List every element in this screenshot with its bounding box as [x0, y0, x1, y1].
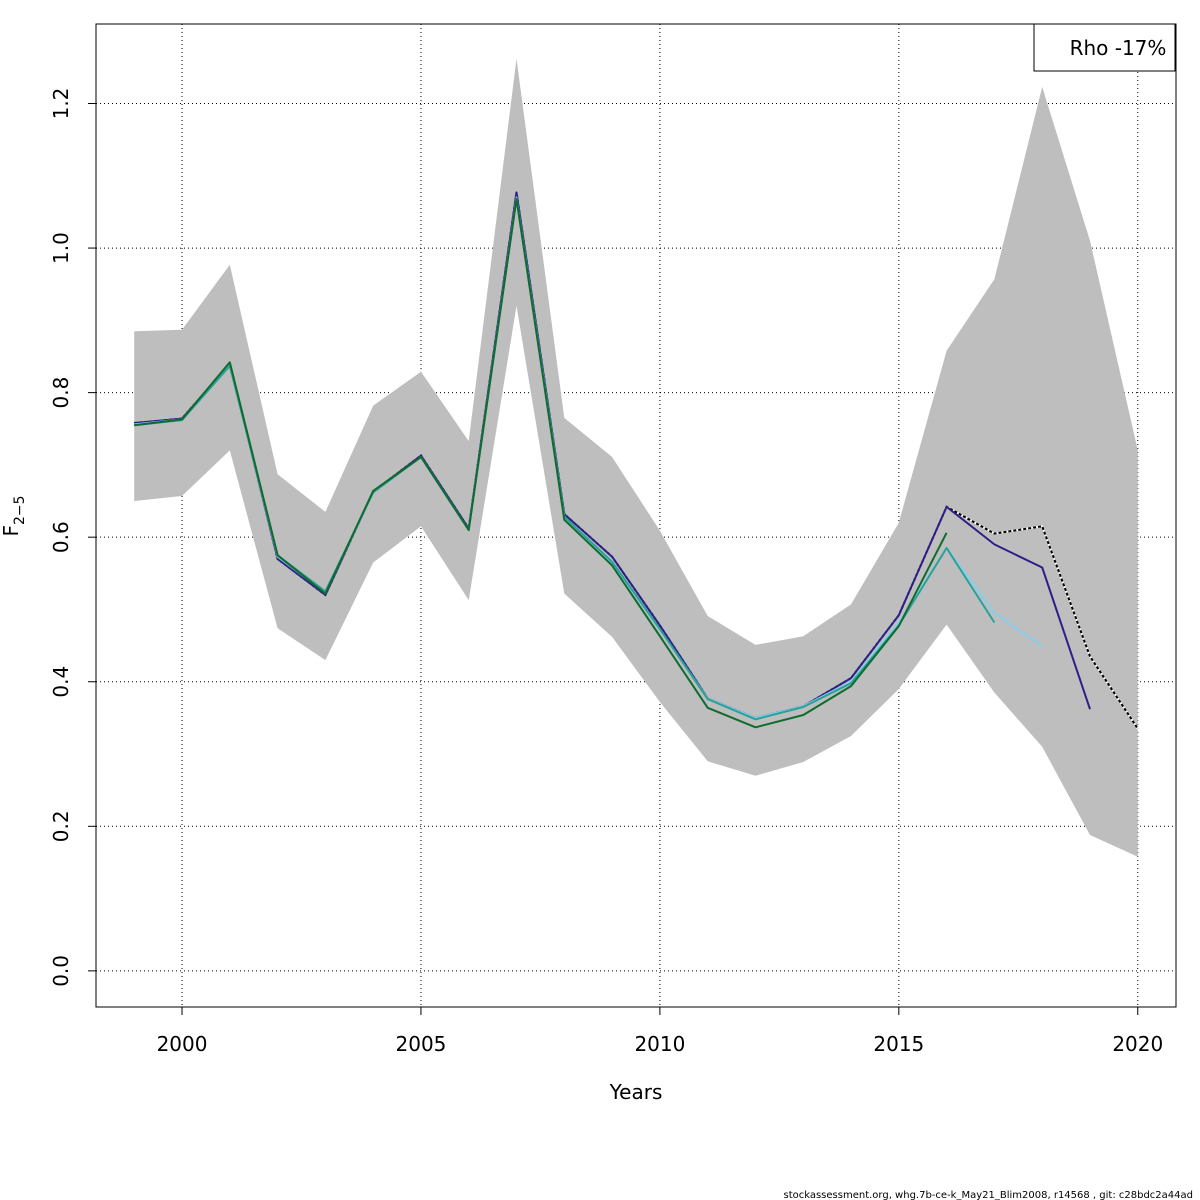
y-tick-label-0.0: 0.0: [49, 955, 73, 987]
x-tick-label-2020: 2020: [1112, 1032, 1163, 1056]
axes: [95, 23, 1177, 1008]
y-axis-title-main: F: [0, 525, 23, 537]
legend: Rho -17%: [1033, 23, 1176, 72]
plot-frame: [95, 23, 1177, 1008]
confidence-band-layer: [134, 58, 1138, 857]
series-line-4: [134, 197, 948, 729]
legend-rho-text: Rho -17%: [1070, 36, 1167, 60]
x-axis-ticks: 2000 2005 2010 2015 2020: [157, 1007, 1163, 1056]
series-line-1: [134, 191, 1091, 719]
confidence-band: [134, 58, 1138, 857]
footer-source-text: stockassessment.org, whg.7b-ce-k_May21_B…: [783, 1190, 1193, 1200]
y-tick-label-0.6: 0.6: [49, 521, 73, 553]
x-tick-label-2000: 2000: [157, 1032, 208, 1056]
y-axis-title: F2−5: [0, 495, 28, 536]
x-tick-label-2015: 2015: [873, 1032, 924, 1056]
y-tick-label-0.8: 0.8: [49, 377, 73, 409]
y-axis-ticks: 0.0 0.2 0.4 0.6 0.8 1.0 1.2: [49, 88, 96, 987]
y-axis-title-subscript: 2−5: [12, 495, 28, 525]
y-tick-label-1.0: 1.0: [49, 232, 73, 264]
x-tick-label-2005: 2005: [396, 1032, 447, 1056]
y-tick-label-1.2: 1.2: [49, 88, 73, 120]
x-axis-title: Years: [609, 1080, 663, 1104]
x-tick-label-2010: 2010: [634, 1032, 685, 1056]
legend-box: [1033, 23, 1176, 72]
series-lines-layer: [134, 191, 1139, 730]
y-tick-label-0.2: 0.2: [49, 810, 73, 842]
y-tick-label-0.4: 0.4: [49, 666, 73, 698]
